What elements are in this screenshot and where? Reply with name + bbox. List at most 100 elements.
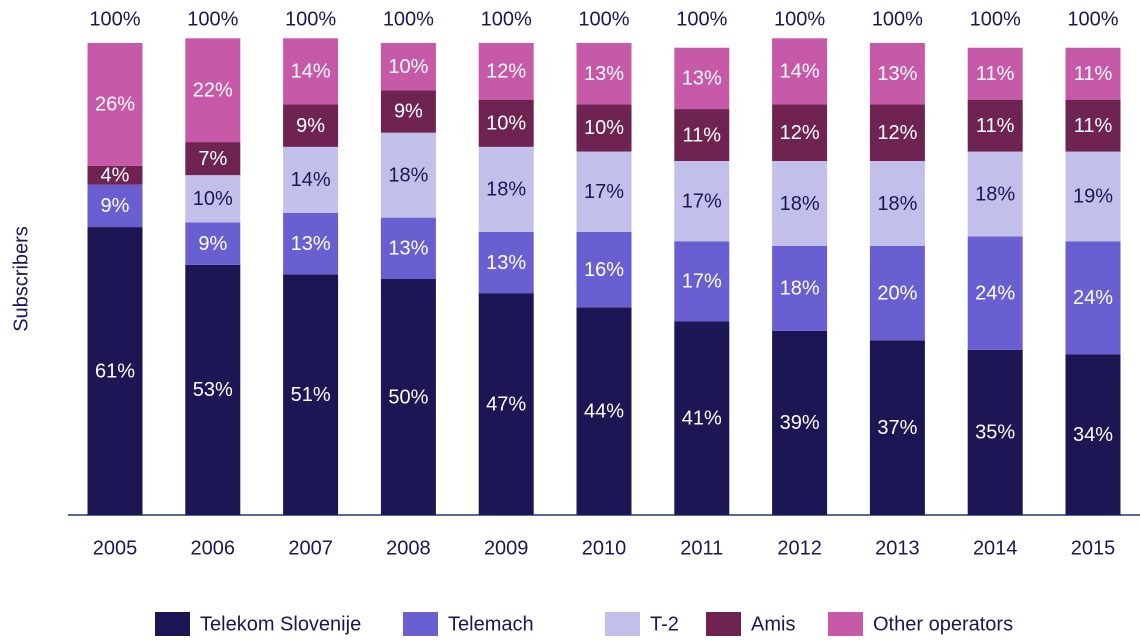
- total-label: 100%: [872, 8, 923, 30]
- bar-segment: [967, 47, 1023, 100]
- legend-swatch: [605, 612, 640, 636]
- data-label: 14%: [780, 61, 820, 83]
- legend-label: Telekom Slovenije: [200, 613, 361, 635]
- bar-segment: [772, 161, 828, 246]
- data-label: 13%: [682, 68, 722, 90]
- legend-swatch: [706, 612, 741, 636]
- data-label: 18%: [388, 164, 428, 186]
- data-label: 17%: [682, 190, 722, 212]
- legend-label: Amis: [751, 613, 795, 635]
- data-label: 10%: [193, 188, 233, 210]
- total-label: 100%: [187, 8, 238, 30]
- data-label: 11%: [976, 115, 1015, 137]
- x-tick-label: 2005: [93, 537, 138, 559]
- legend-label: Other operators: [873, 613, 1013, 635]
- bar-segment: [967, 151, 1023, 237]
- data-label: 10%: [584, 117, 624, 139]
- total-label: 100%: [774, 8, 825, 30]
- data-label: 16%: [584, 259, 624, 281]
- bar-segment: [87, 43, 143, 166]
- bar-segment: [1065, 354, 1121, 515]
- bar-segment: [1065, 241, 1121, 355]
- data-label: 18%: [975, 183, 1015, 205]
- legend-label: Telemach: [448, 613, 534, 635]
- bar-segment: [283, 212, 339, 275]
- data-label: 50%: [388, 386, 428, 408]
- data-label: 13%: [486, 252, 526, 274]
- x-tick-label: 2015: [1071, 537, 1116, 559]
- bar-segment: [967, 236, 1023, 350]
- data-label: 53%: [193, 379, 233, 401]
- x-tick-label: 2011: [680, 537, 723, 559]
- data-label: 22%: [193, 79, 233, 101]
- x-tick-label: 2007: [288, 537, 333, 559]
- total-label: 100%: [285, 8, 336, 30]
- bar-segment: [185, 142, 241, 176]
- bar-segment: [869, 161, 925, 246]
- data-label: 17%: [584, 181, 624, 203]
- bar-segment: [185, 38, 241, 143]
- bar-segment: [87, 184, 143, 228]
- bar-segment: [674, 241, 730, 322]
- data-label: 11%: [1074, 63, 1113, 85]
- bar-segment: [185, 264, 241, 515]
- data-label: 18%: [780, 278, 820, 300]
- data-label: 10%: [388, 56, 428, 78]
- data-label: 18%: [486, 179, 526, 201]
- data-label: 41%: [682, 408, 722, 430]
- bar-segment: [478, 43, 534, 100]
- bar-segment: [576, 104, 632, 152]
- bar-segment: [967, 99, 1023, 152]
- bar-segment: [380, 90, 436, 133]
- bar-segment: [869, 245, 925, 341]
- total-label: 100%: [1067, 8, 1118, 30]
- legend-swatch: [828, 612, 863, 636]
- x-tick-label: 2012: [777, 537, 822, 559]
- bar-segment: [87, 165, 143, 185]
- data-label: 44%: [584, 400, 624, 422]
- bar-segment: [772, 104, 828, 161]
- bar-segment: [576, 43, 632, 105]
- data-label: 47%: [486, 393, 526, 415]
- data-label: 24%: [975, 282, 1015, 304]
- data-label: 18%: [877, 193, 917, 215]
- bar-segment: [478, 99, 534, 147]
- bar-segment: [185, 222, 241, 265]
- data-label: 13%: [388, 238, 428, 260]
- total-label: 100%: [481, 8, 532, 30]
- bar-segment: [478, 146, 534, 232]
- legend-swatch: [403, 612, 438, 636]
- total-label: 100%: [383, 8, 434, 30]
- data-label: 14%: [291, 61, 331, 83]
- data-label: 39%: [780, 412, 820, 434]
- data-label: 11%: [1074, 115, 1113, 137]
- bar-segment: [87, 227, 143, 515]
- data-label: 18%: [780, 193, 820, 215]
- data-label: 12%: [780, 122, 820, 144]
- bar-segment: [576, 231, 632, 308]
- x-tick-label: 2006: [191, 537, 236, 559]
- data-label: 9%: [394, 101, 423, 123]
- bar-segment: [185, 175, 241, 223]
- bar-segment: [576, 151, 632, 232]
- data-label: 61%: [95, 360, 135, 382]
- bar-segment: [380, 217, 436, 279]
- bar-segment: [283, 274, 339, 515]
- data-label: 4%: [101, 164, 130, 186]
- total-label: 100%: [89, 8, 140, 30]
- bar-segment: [1065, 151, 1121, 242]
- bar-segment: [283, 146, 339, 213]
- x-tick-label: 2014: [973, 537, 1018, 559]
- data-label: 51%: [291, 384, 331, 406]
- bar-segment: [674, 109, 730, 161]
- data-label: 9%: [296, 115, 325, 137]
- bar-segment: [674, 161, 730, 242]
- x-tick-label: 2009: [484, 537, 529, 559]
- data-label: 11%: [683, 124, 722, 146]
- legend-swatch: [155, 612, 190, 636]
- data-label: 35%: [975, 422, 1015, 444]
- data-label: 12%: [486, 61, 526, 83]
- bar-segment: [772, 245, 828, 331]
- data-label: 7%: [198, 148, 227, 170]
- bar-segment: [869, 43, 925, 105]
